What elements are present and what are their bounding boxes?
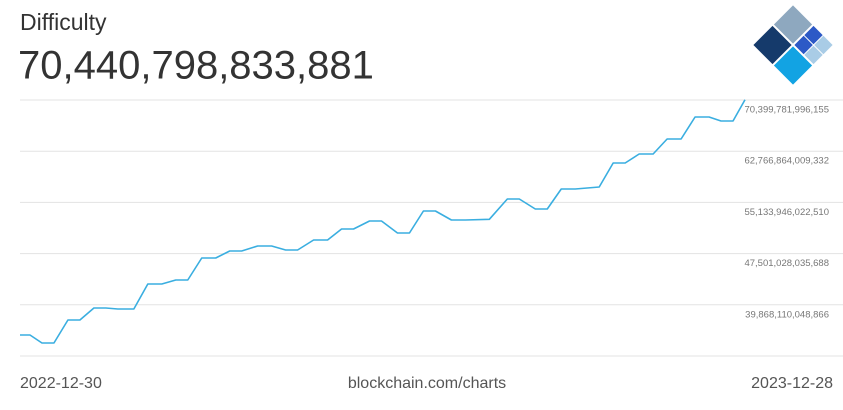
logo xyxy=(753,5,833,85)
y-tick-label: 39,868,110,048,866 xyxy=(745,309,829,320)
y-tick-label: 47,501,028,035,688 xyxy=(744,258,829,269)
headline-value: 70,440,798,833,881 xyxy=(18,44,374,88)
y-tick-label: 55,133,946,022,510 xyxy=(744,207,829,218)
x-tick-label: 2023-12-28 xyxy=(751,375,833,392)
y-tick-label: 70,399,781,996,155 xyxy=(744,105,829,116)
y-tick-label: 62,766,864,009,332 xyxy=(744,156,829,167)
x-tick-label: 2022-12-30 xyxy=(20,375,102,392)
chart-title: Difficulty xyxy=(20,9,107,35)
data-line xyxy=(20,99,746,344)
source: blockchain.com/charts xyxy=(348,375,506,392)
